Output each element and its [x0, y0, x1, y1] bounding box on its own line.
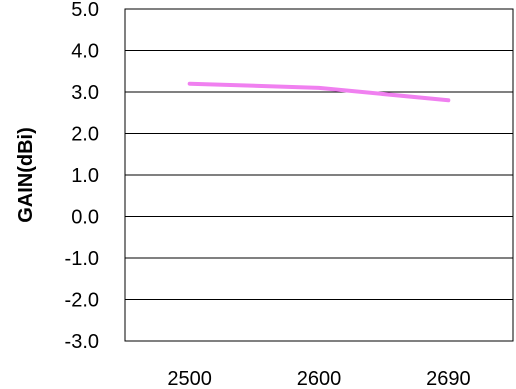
y-axis-title: GAIN(dBi): [15, 127, 37, 223]
y-tick-label: -3.0: [65, 331, 99, 353]
y-axis-ticks: 5.0 4.0 3.0 2.0 1.0 0.0 -1.0 -2.0 -3.0: [65, 0, 99, 353]
y-tick-label: -2.0: [65, 290, 99, 312]
y-tick-label: -1.0: [65, 248, 99, 270]
y-tick-label: 3.0: [71, 82, 99, 104]
series-layer: [187, 81, 451, 103]
x-tick-label: 2500: [167, 368, 212, 389]
y-tick-label: 4.0: [71, 41, 99, 63]
gridlines: [125, 8, 513, 342]
x-axis-ticks: 2500 2600 2690: [167, 368, 470, 389]
y-tick-label: 1.0: [71, 165, 99, 187]
x-tick-label: 2690: [426, 368, 471, 389]
y-tick-label: 5.0: [71, 0, 99, 21]
y-tick-label: 0.0: [71, 207, 99, 229]
y-tick-label: 2.0: [71, 124, 99, 146]
x-tick-label: 2600: [297, 368, 342, 389]
plot-area: [124, 8, 514, 342]
